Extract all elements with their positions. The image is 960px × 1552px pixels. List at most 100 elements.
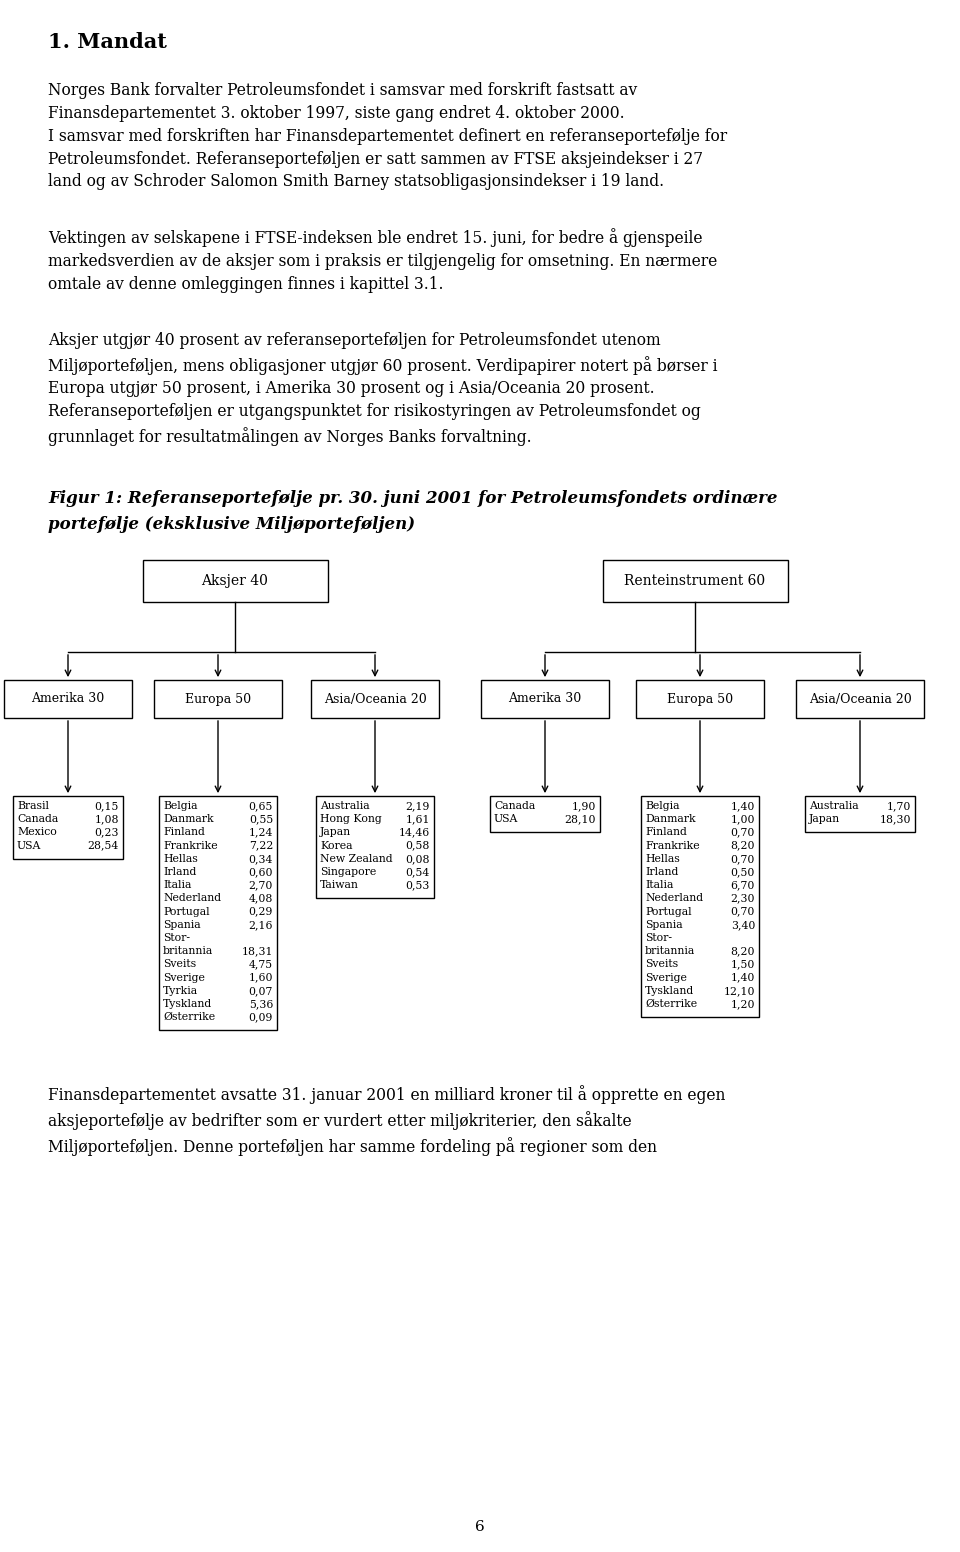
Text: 1,40: 1,40 xyxy=(731,801,755,812)
Text: Australia: Australia xyxy=(809,801,858,812)
Text: 0,09: 0,09 xyxy=(249,1012,273,1023)
Text: 2,70: 2,70 xyxy=(249,880,273,891)
Bar xyxy=(316,796,434,899)
Bar xyxy=(603,560,787,602)
Bar xyxy=(154,680,282,719)
Text: Figur 1: Referanseportefølje pr. 30. juni 2001 for Petroleumsfondets ordinære: Figur 1: Referanseportefølje pr. 30. jun… xyxy=(48,490,778,508)
Bar xyxy=(142,560,327,602)
Text: Canada: Canada xyxy=(17,815,59,824)
Text: 1,60: 1,60 xyxy=(249,973,273,982)
Text: 3,40: 3,40 xyxy=(731,920,755,930)
Text: Hellas: Hellas xyxy=(163,854,198,864)
Text: 6: 6 xyxy=(475,1519,485,1533)
Text: 1,20: 1,20 xyxy=(731,999,755,1009)
Bar xyxy=(796,680,924,719)
Text: Italia: Italia xyxy=(163,880,191,891)
Text: Singapore: Singapore xyxy=(320,868,376,877)
Text: Japan: Japan xyxy=(320,827,351,838)
Text: 1,40: 1,40 xyxy=(731,973,755,982)
Text: britannia: britannia xyxy=(163,947,213,956)
Text: Belgia: Belgia xyxy=(163,801,198,812)
Text: 1,50: 1,50 xyxy=(731,959,755,970)
Text: New Zealand: New Zealand xyxy=(320,854,393,864)
Text: Brasil: Brasil xyxy=(17,801,49,812)
Text: Aksjer utgjør 40 prosent av referanseporteføljen for Petroleumsfondet utenom
Mil: Aksjer utgjør 40 prosent av referansepor… xyxy=(48,332,717,445)
Text: 0,60: 0,60 xyxy=(249,868,273,877)
Text: 1,61: 1,61 xyxy=(405,815,430,824)
Text: Frankrike: Frankrike xyxy=(163,841,218,850)
Text: Danmark: Danmark xyxy=(163,815,214,824)
Text: 2,30: 2,30 xyxy=(731,894,755,903)
Text: 12,10: 12,10 xyxy=(724,986,755,996)
Text: Spania: Spania xyxy=(645,920,683,930)
Text: 1,08: 1,08 xyxy=(94,815,119,824)
Text: Irland: Irland xyxy=(163,868,197,877)
Text: portefølje (eksklusive Miljøporteføljen): portefølje (eksklusive Miljøporteføljen) xyxy=(48,515,415,532)
Text: 0,70: 0,70 xyxy=(731,854,755,864)
Text: Amerika 30: Amerika 30 xyxy=(509,692,582,706)
Text: Japan: Japan xyxy=(809,815,840,824)
Text: 1,24: 1,24 xyxy=(249,827,273,838)
Text: 8,20: 8,20 xyxy=(731,947,755,956)
Text: Portugal: Portugal xyxy=(163,906,209,917)
Text: Vektingen av selskapene i FTSE-indeksen ble endret 15. juni, for bedre å gjenspe: Vektingen av selskapene i FTSE-indeksen … xyxy=(48,228,717,293)
Text: Europa 50: Europa 50 xyxy=(185,692,252,706)
Text: britannia: britannia xyxy=(645,947,695,956)
Text: Italia: Italia xyxy=(645,880,673,891)
Text: 28,10: 28,10 xyxy=(564,815,596,824)
Bar xyxy=(13,796,123,858)
Text: 0,65: 0,65 xyxy=(249,801,273,812)
Bar xyxy=(636,680,764,719)
Text: Østerrike: Østerrike xyxy=(163,1012,215,1023)
Text: Hellas: Hellas xyxy=(645,854,680,864)
Text: 18,30: 18,30 xyxy=(879,815,911,824)
Bar xyxy=(481,680,609,719)
Text: 28,54: 28,54 xyxy=(87,841,119,850)
Text: Europa 50: Europa 50 xyxy=(667,692,733,706)
Text: 1,00: 1,00 xyxy=(731,815,755,824)
Text: Belgia: Belgia xyxy=(645,801,680,812)
Text: 0,15: 0,15 xyxy=(95,801,119,812)
Text: 4,75: 4,75 xyxy=(249,959,273,970)
Text: Sverige: Sverige xyxy=(645,973,686,982)
Bar xyxy=(159,796,277,1031)
Text: Stor-: Stor- xyxy=(163,933,190,944)
Text: Danmark: Danmark xyxy=(645,815,696,824)
Text: Portugal: Portugal xyxy=(645,906,691,917)
Text: Australia: Australia xyxy=(320,801,370,812)
Text: USA: USA xyxy=(17,841,41,850)
Text: 1,90: 1,90 xyxy=(571,801,596,812)
Text: Irland: Irland xyxy=(645,868,679,877)
Text: Spania: Spania xyxy=(163,920,201,930)
Text: 0,55: 0,55 xyxy=(249,815,273,824)
Text: 0,08: 0,08 xyxy=(405,854,430,864)
Bar xyxy=(641,796,759,1017)
Text: Aksjer 40: Aksjer 40 xyxy=(202,574,269,588)
Text: Asia/Oceania 20: Asia/Oceania 20 xyxy=(324,692,426,706)
Text: Hong Kong: Hong Kong xyxy=(320,815,382,824)
Text: USA: USA xyxy=(494,815,518,824)
Text: 6,70: 6,70 xyxy=(731,880,755,891)
Text: 7,22: 7,22 xyxy=(249,841,273,850)
Text: Mexico: Mexico xyxy=(17,827,57,838)
Text: Sveits: Sveits xyxy=(163,959,196,970)
Text: 18,31: 18,31 xyxy=(242,947,273,956)
Text: Finland: Finland xyxy=(163,827,204,838)
Text: 1,70: 1,70 xyxy=(887,801,911,812)
Text: 0,07: 0,07 xyxy=(249,986,273,996)
Text: Frankrike: Frankrike xyxy=(645,841,700,850)
Text: 0,70: 0,70 xyxy=(731,827,755,838)
Bar xyxy=(805,796,915,832)
Text: Finansdepartementet avsatte 31. januar 2001 en milliard kroner til å opprette en: Finansdepartementet avsatte 31. januar 2… xyxy=(48,1085,726,1156)
Text: 0,34: 0,34 xyxy=(249,854,273,864)
Text: 2,19: 2,19 xyxy=(406,801,430,812)
Text: Taiwan: Taiwan xyxy=(320,880,359,891)
Text: 8,20: 8,20 xyxy=(731,841,755,850)
Text: 0,29: 0,29 xyxy=(249,906,273,917)
Text: Nederland: Nederland xyxy=(645,894,703,903)
Text: Canada: Canada xyxy=(494,801,536,812)
Text: Tyskland: Tyskland xyxy=(645,986,694,996)
Text: Asia/Oceania 20: Asia/Oceania 20 xyxy=(808,692,911,706)
Text: 4,08: 4,08 xyxy=(249,894,273,903)
Text: Korea: Korea xyxy=(320,841,352,850)
